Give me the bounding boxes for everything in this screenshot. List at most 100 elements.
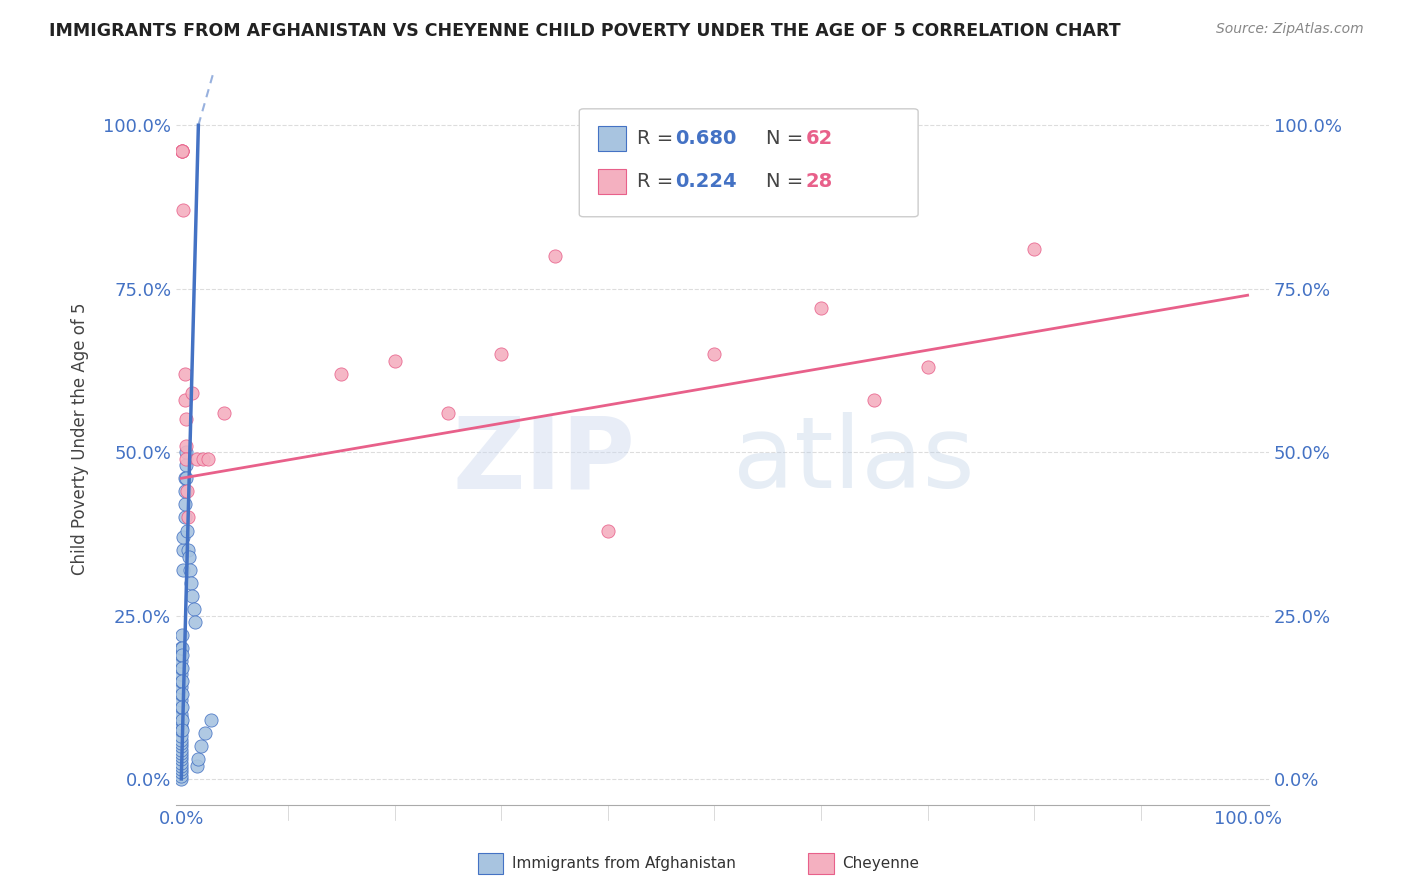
Text: N =: N = bbox=[766, 128, 810, 148]
Point bbox=[172, 145, 194, 159]
Text: N =: N = bbox=[766, 171, 810, 191]
Point bbox=[170, 706, 193, 721]
Point bbox=[170, 673, 193, 688]
Text: IMMIGRANTS FROM AFGHANISTAN VS CHEYENNE CHILD POVERTY UNDER THE AGE OF 5 CORRELA: IMMIGRANTS FROM AFGHANISTAN VS CHEYENNE … bbox=[49, 22, 1121, 40]
Point bbox=[181, 386, 204, 401]
Point bbox=[186, 759, 208, 773]
Text: 62: 62 bbox=[806, 128, 832, 148]
Point bbox=[212, 406, 235, 420]
Point bbox=[170, 687, 193, 701]
Point bbox=[330, 367, 353, 381]
Point bbox=[170, 742, 193, 756]
Point bbox=[174, 451, 197, 466]
Point bbox=[170, 732, 193, 747]
Point bbox=[170, 654, 193, 668]
Point bbox=[173, 484, 195, 499]
Point bbox=[170, 759, 193, 773]
Point bbox=[489, 347, 512, 361]
Point bbox=[917, 360, 939, 375]
Point bbox=[177, 510, 200, 524]
Point bbox=[596, 524, 619, 538]
Point bbox=[187, 752, 209, 766]
Point bbox=[177, 549, 200, 564]
Point bbox=[172, 530, 194, 544]
Point bbox=[172, 648, 194, 662]
Point bbox=[172, 628, 194, 642]
Point bbox=[170, 713, 193, 727]
Point bbox=[863, 392, 886, 407]
Point bbox=[170, 648, 193, 662]
Point bbox=[176, 524, 198, 538]
Point bbox=[179, 563, 201, 577]
Point bbox=[172, 145, 194, 159]
Point bbox=[174, 458, 197, 472]
Point bbox=[170, 769, 193, 783]
Point bbox=[183, 602, 205, 616]
Point bbox=[170, 700, 193, 714]
Point bbox=[170, 772, 193, 786]
Point bbox=[172, 673, 194, 688]
Point bbox=[197, 451, 219, 466]
Text: Source: ZipAtlas.com: Source: ZipAtlas.com bbox=[1216, 22, 1364, 37]
Point bbox=[170, 693, 193, 707]
Point bbox=[170, 765, 193, 780]
Point bbox=[172, 145, 194, 159]
Point bbox=[170, 749, 193, 764]
Point bbox=[170, 756, 193, 770]
Point bbox=[170, 716, 193, 731]
Text: R =: R = bbox=[637, 128, 679, 148]
Point bbox=[170, 661, 193, 675]
Point bbox=[200, 713, 222, 727]
Point bbox=[172, 723, 194, 737]
Point bbox=[180, 575, 202, 590]
Point bbox=[170, 667, 193, 681]
Text: atlas: atlas bbox=[733, 412, 974, 509]
Text: Cheyenne: Cheyenne bbox=[842, 856, 920, 871]
Point bbox=[173, 471, 195, 485]
Point bbox=[186, 451, 208, 466]
Point bbox=[173, 392, 195, 407]
Text: 28: 28 bbox=[806, 171, 832, 191]
Point bbox=[172, 641, 194, 656]
Y-axis label: Child Poverty Under the Age of 5: Child Poverty Under the Age of 5 bbox=[72, 302, 89, 575]
Point bbox=[191, 451, 214, 466]
Point bbox=[172, 687, 194, 701]
Point bbox=[384, 353, 406, 368]
Point bbox=[172, 563, 194, 577]
Point bbox=[172, 713, 194, 727]
Point bbox=[181, 589, 204, 603]
Point bbox=[173, 510, 195, 524]
Point bbox=[1024, 243, 1046, 257]
Point bbox=[174, 471, 197, 485]
Point bbox=[170, 736, 193, 750]
Point bbox=[437, 406, 460, 420]
Point bbox=[172, 203, 194, 218]
Point bbox=[170, 723, 193, 737]
Text: ZIP: ZIP bbox=[453, 412, 636, 509]
Point bbox=[172, 145, 194, 159]
Text: 0.224: 0.224 bbox=[675, 171, 737, 191]
Point bbox=[174, 439, 197, 453]
Point bbox=[170, 739, 193, 754]
Text: 0.680: 0.680 bbox=[675, 128, 737, 148]
Point bbox=[543, 249, 565, 263]
Text: R =: R = bbox=[637, 171, 679, 191]
Point bbox=[703, 347, 725, 361]
Point bbox=[170, 752, 193, 766]
Point bbox=[184, 615, 207, 629]
Point bbox=[810, 301, 832, 316]
Point bbox=[170, 730, 193, 744]
Text: Immigrants from Afghanistan: Immigrants from Afghanistan bbox=[512, 856, 735, 871]
Point bbox=[176, 484, 198, 499]
Point bbox=[177, 543, 200, 558]
Point bbox=[170, 710, 193, 724]
Point bbox=[172, 543, 194, 558]
Point bbox=[170, 762, 193, 776]
Point bbox=[173, 497, 195, 511]
Point bbox=[172, 700, 194, 714]
Point bbox=[170, 746, 193, 760]
Point bbox=[173, 367, 195, 381]
Point bbox=[174, 445, 197, 459]
Point bbox=[174, 412, 197, 426]
Point bbox=[170, 681, 193, 695]
